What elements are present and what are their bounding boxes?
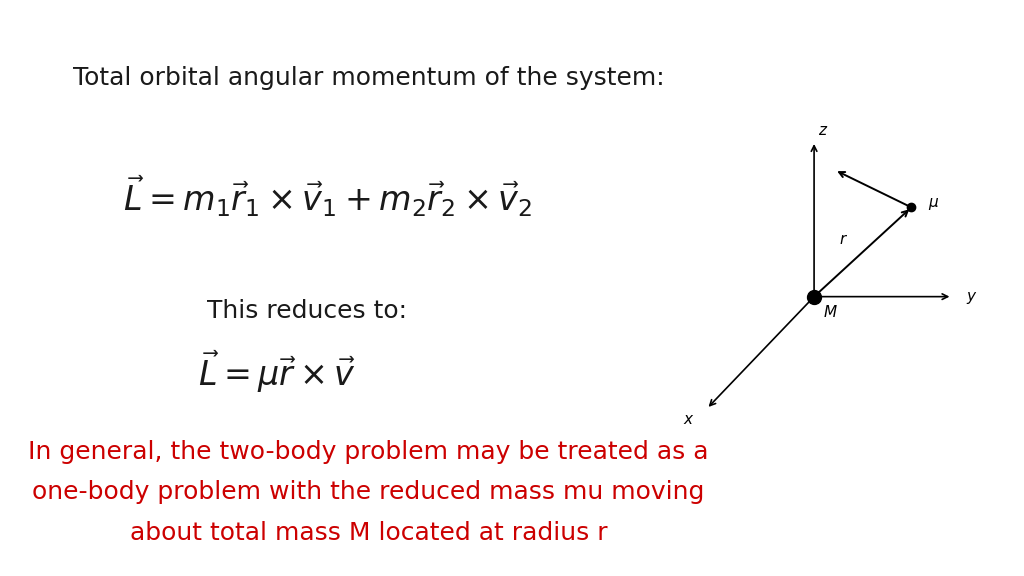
Text: Total orbital angular momentum of the system:: Total orbital angular momentum of the sy…: [73, 66, 665, 90]
Text: $\mu$: $\mu$: [929, 196, 939, 212]
Text: one-body problem with the reduced mass mu moving: one-body problem with the reduced mass m…: [33, 480, 705, 505]
Text: r: r: [840, 232, 846, 247]
Text: $\vec{L} = m_1\vec{r}_1 \times \vec{v}_1 + m_2\vec{r}_2 \times \vec{v}_2$: $\vec{L} = m_1\vec{r}_1 \times \vec{v}_1…: [123, 173, 532, 218]
Text: about total mass M located at radius r: about total mass M located at radius r: [130, 521, 607, 545]
Text: x: x: [684, 412, 692, 427]
Text: $\vec{L} = \mu\vec{r} \times \vec{v}$: $\vec{L} = \mu\vec{r} \times \vec{v}$: [198, 348, 355, 395]
Text: In general, the two-body problem may be treated as a: In general, the two-body problem may be …: [29, 440, 709, 464]
Text: M: M: [824, 305, 837, 320]
Text: This reduces to:: This reduces to:: [207, 299, 408, 323]
Text: z: z: [818, 123, 826, 138]
Text: y: y: [967, 289, 975, 304]
